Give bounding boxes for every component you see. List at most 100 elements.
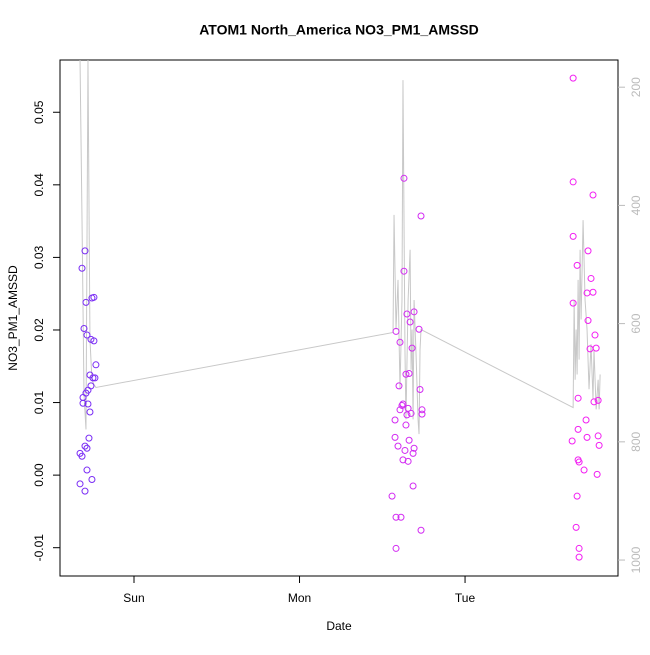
y2-tick-label: 600 xyxy=(629,313,643,333)
data-point xyxy=(573,492,581,500)
data-point xyxy=(409,482,417,490)
y2-tick-label: 1000 xyxy=(629,546,643,573)
data-point xyxy=(394,442,402,450)
data-point xyxy=(580,466,588,474)
data-point xyxy=(410,444,418,452)
data-point xyxy=(86,371,94,379)
data-point xyxy=(85,434,93,442)
data-point xyxy=(391,433,399,441)
data-point xyxy=(417,526,425,534)
data-point xyxy=(418,406,426,414)
data-point xyxy=(403,411,411,419)
data-point xyxy=(573,261,581,269)
data-point xyxy=(569,178,577,186)
data-point xyxy=(569,299,577,307)
data-point xyxy=(569,232,577,240)
data-point xyxy=(575,553,583,561)
data-point xyxy=(592,344,600,352)
data-point xyxy=(86,408,94,416)
data-point xyxy=(406,318,414,326)
x-tick-label: Sun xyxy=(123,591,144,605)
data-point xyxy=(403,310,411,318)
data-point xyxy=(402,421,410,429)
data-point xyxy=(583,433,591,441)
data-point xyxy=(594,432,602,440)
x-axis-label: Date xyxy=(326,619,352,633)
data-point xyxy=(572,523,580,531)
y-tick-label: 0.02 xyxy=(32,318,46,342)
data-point xyxy=(392,544,400,552)
x-tick-label: Tue xyxy=(455,591,476,605)
data-point xyxy=(395,382,403,390)
data-point xyxy=(587,274,595,282)
data-point xyxy=(584,317,592,325)
data-point xyxy=(404,457,412,465)
data-point xyxy=(81,442,89,450)
data-point xyxy=(396,338,404,346)
data-point xyxy=(80,325,88,333)
data-point xyxy=(396,406,404,414)
data-point xyxy=(392,513,400,521)
data-point xyxy=(82,298,90,306)
data-point xyxy=(399,456,407,464)
y-tick-label: 0.01 xyxy=(32,391,46,415)
y2-tick-label: 200 xyxy=(629,77,643,97)
pressure-line xyxy=(79,60,601,435)
plot-frame xyxy=(59,59,619,577)
data-point xyxy=(90,293,98,301)
data-point xyxy=(417,212,425,220)
data-point xyxy=(391,416,399,424)
data-point xyxy=(410,308,418,316)
data-point xyxy=(594,396,602,404)
data-point xyxy=(83,444,91,452)
data-point xyxy=(589,288,597,296)
data-point xyxy=(90,337,98,345)
data-point xyxy=(568,437,576,445)
y-axis-label: NO3_PM1_AMSSD xyxy=(6,265,20,371)
data-point xyxy=(405,370,413,378)
data-point xyxy=(392,327,400,335)
data-point xyxy=(78,264,86,272)
data-point xyxy=(408,344,416,352)
data-point xyxy=(574,425,582,433)
data-point xyxy=(593,470,601,478)
data-point xyxy=(397,513,405,521)
data-point xyxy=(584,247,592,255)
data-point xyxy=(405,436,413,444)
data-point xyxy=(582,416,590,424)
y2-tick-label: 400 xyxy=(629,195,643,215)
data-point xyxy=(398,401,406,409)
y-tick-label: 0.04 xyxy=(32,173,46,197)
data-point xyxy=(575,544,583,552)
data-point xyxy=(595,441,603,449)
data-point xyxy=(400,267,408,275)
data-point xyxy=(84,400,92,408)
data-point xyxy=(416,385,424,393)
data-point xyxy=(589,191,597,199)
data-point xyxy=(83,466,91,474)
data-point xyxy=(409,449,417,457)
data-point xyxy=(81,247,89,255)
data-point xyxy=(92,361,100,369)
data-point xyxy=(76,480,84,488)
data-point xyxy=(590,398,598,406)
data-point xyxy=(575,458,583,466)
data-point xyxy=(418,410,426,418)
data-point xyxy=(81,487,89,495)
y-tick-label: 0.03 xyxy=(32,245,46,269)
data-point xyxy=(87,382,95,390)
plot-area xyxy=(76,60,603,561)
data-point xyxy=(83,331,91,339)
y-tick-label: -0.01 xyxy=(32,534,46,562)
data-point xyxy=(78,452,86,460)
data-point xyxy=(574,394,582,402)
chart-title: ATOM1 North_America NO3_PM1_AMSSD xyxy=(199,22,479,38)
data-point xyxy=(407,409,415,417)
data-point xyxy=(400,174,408,182)
data-point xyxy=(404,404,412,412)
data-point xyxy=(402,370,410,378)
data-point xyxy=(88,475,96,483)
data-point xyxy=(591,331,599,339)
y2-tick-label: 800 xyxy=(629,431,643,451)
